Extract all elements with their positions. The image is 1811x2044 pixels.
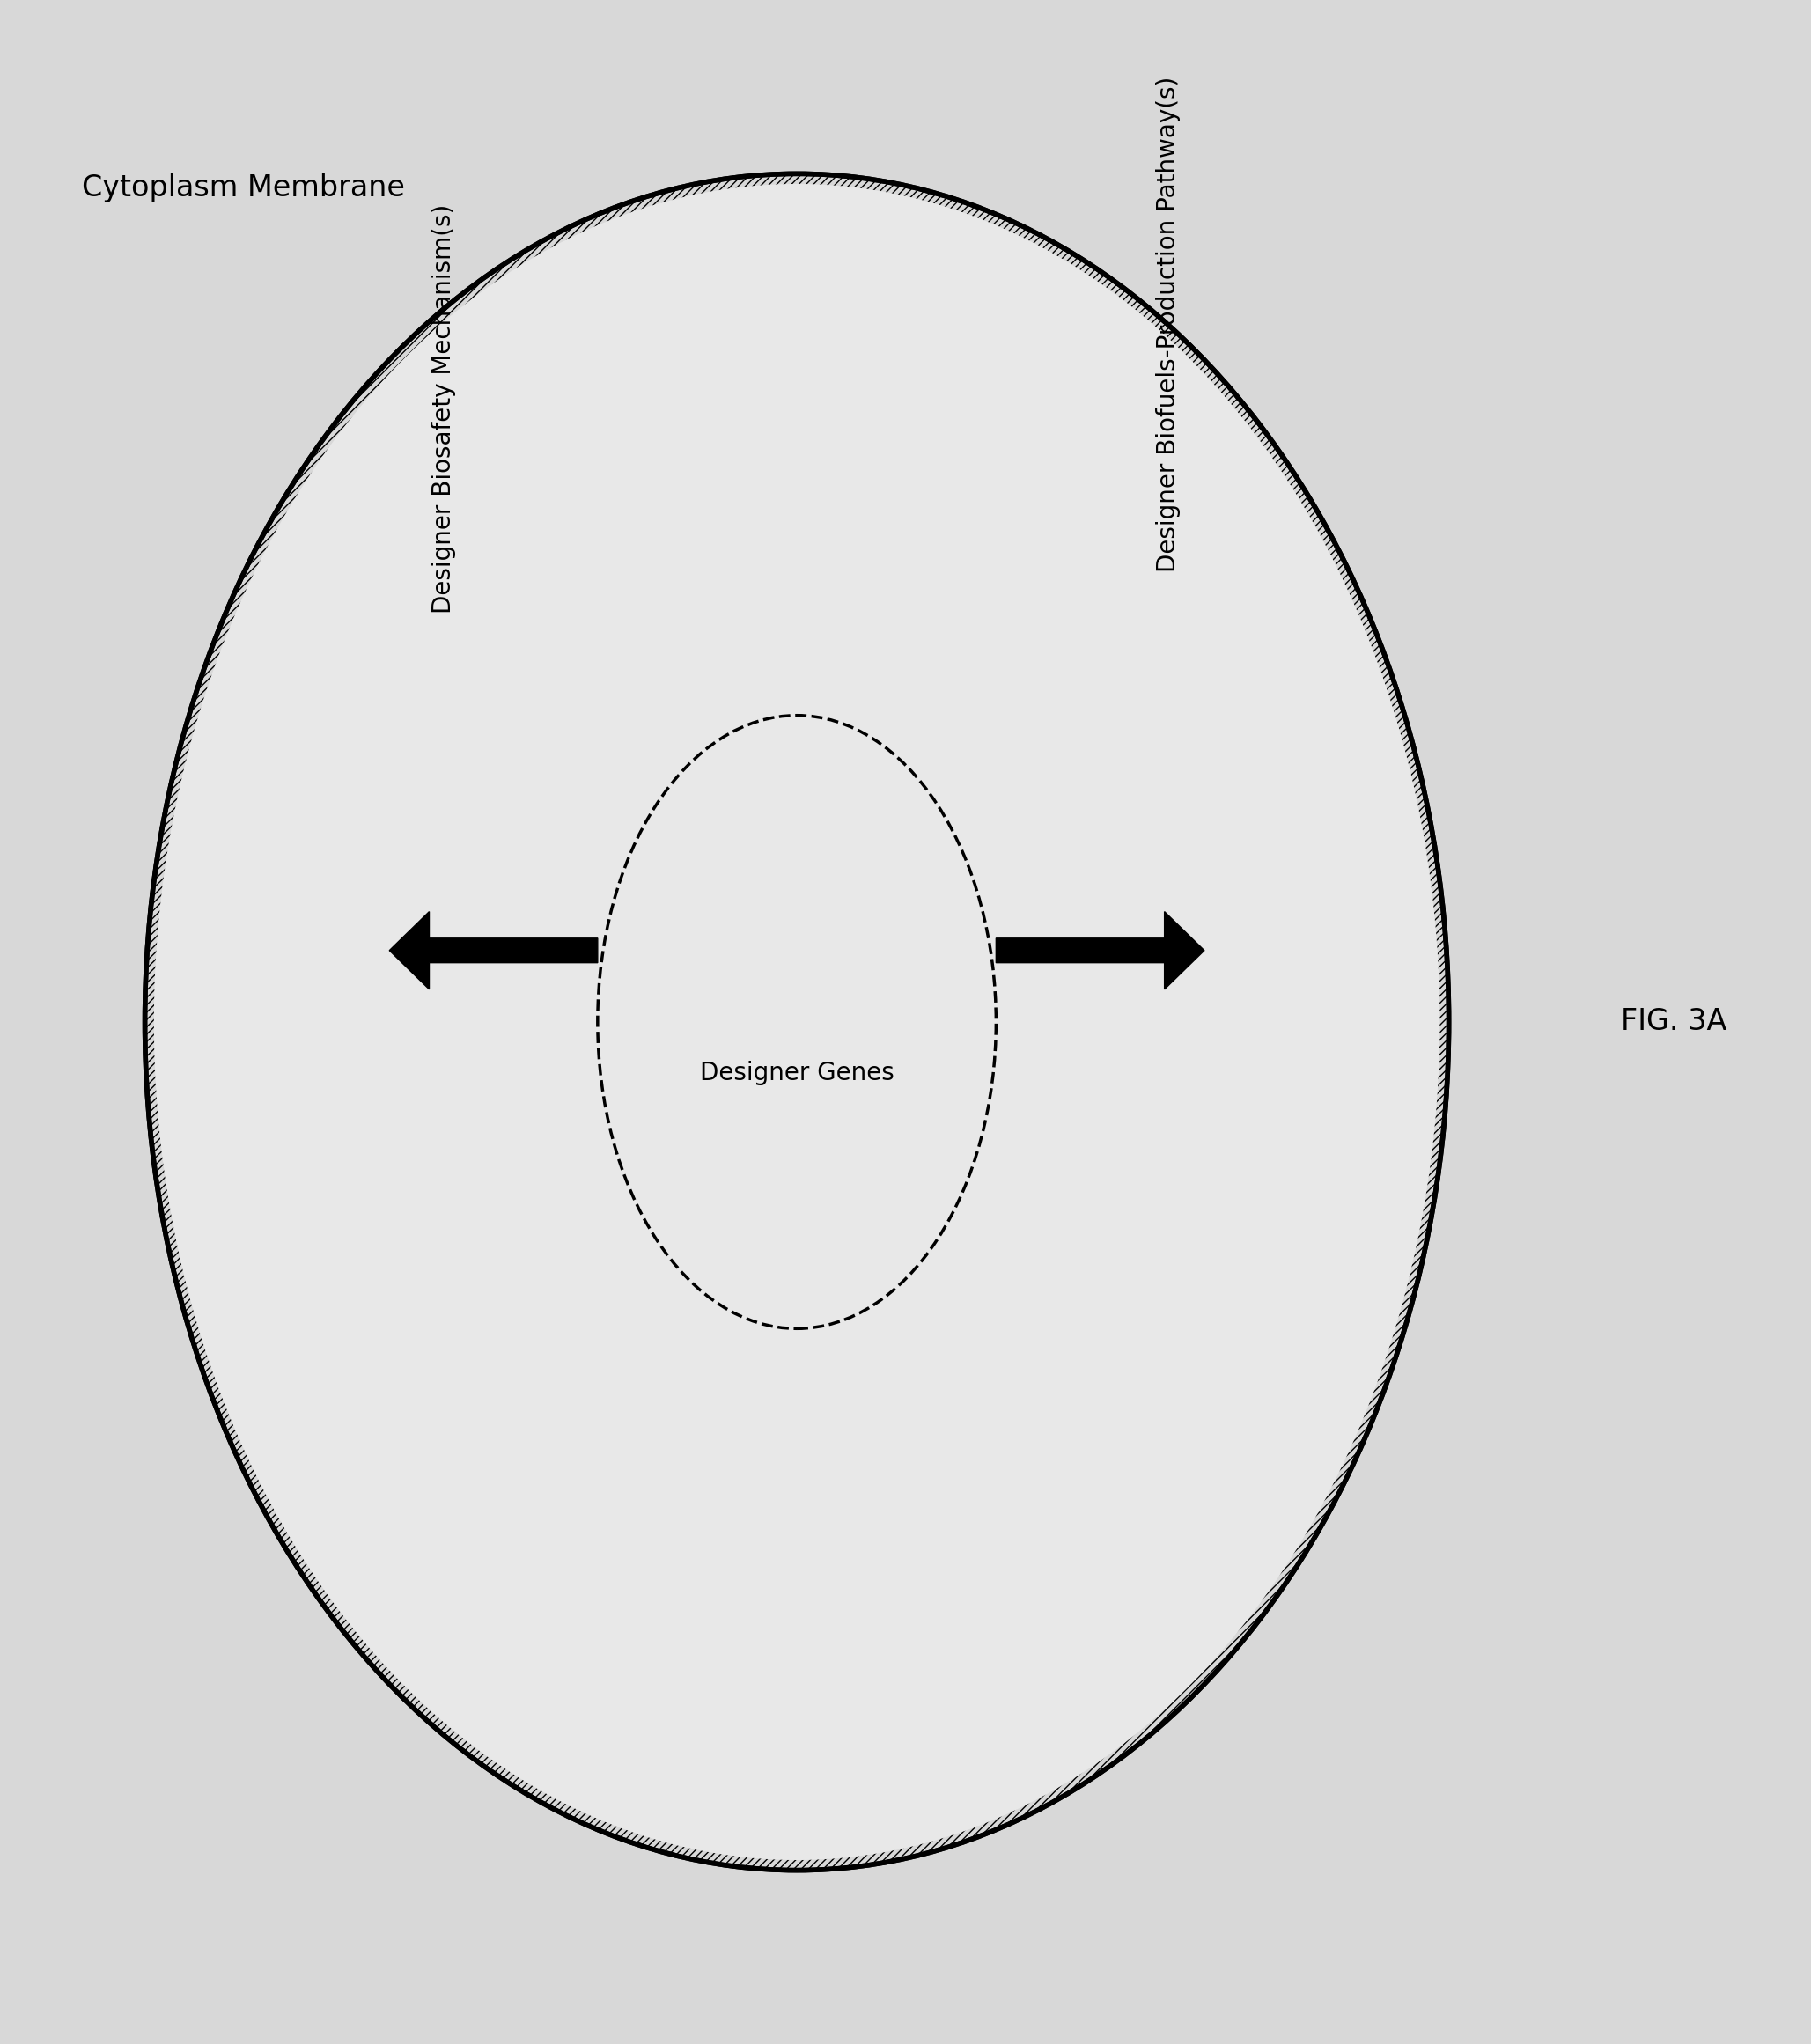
Text: Designer Biofuels-Production Pathway(s): Designer Biofuels-Production Pathway(s) [1155,76,1181,572]
FancyArrow shape [996,912,1204,989]
Text: Cytoplasm Membrane: Cytoplasm Membrane [81,174,404,202]
Text: FIG. 3A: FIG. 3A [1621,1008,1728,1036]
Text: Designer Biosafety Mechanism(s): Designer Biosafety Mechanism(s) [431,204,456,613]
Ellipse shape [145,174,1449,1870]
Ellipse shape [154,184,1440,1860]
Text: Designer Genes: Designer Genes [699,1061,895,1085]
Ellipse shape [598,715,996,1329]
FancyArrow shape [389,912,598,989]
